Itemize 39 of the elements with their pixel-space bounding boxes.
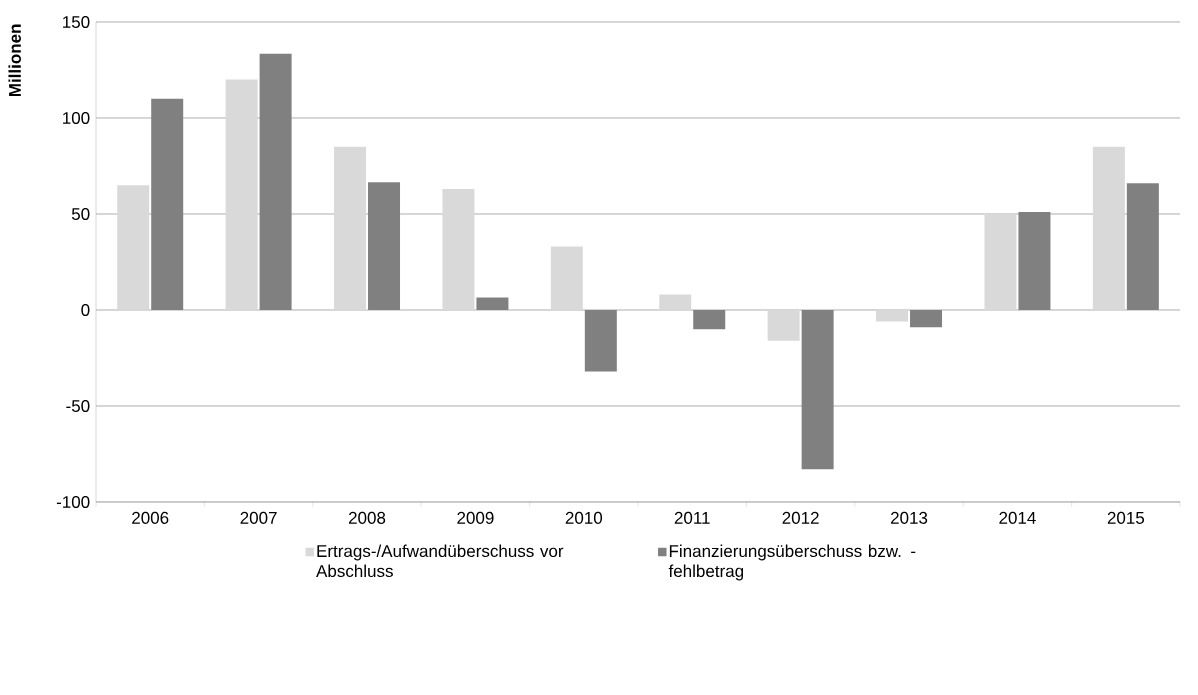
- y-axis-title: Millionen: [8, 24, 21, 97]
- y-tick-label: 50: [71, 207, 90, 221]
- x-tick-label: 2009: [457, 511, 494, 524]
- x-tick-label: 2015: [1107, 511, 1145, 524]
- y-tick-label: 100: [63, 111, 90, 125]
- bar: [550, 246, 583, 310]
- x-tick-label: 2010: [565, 511, 603, 524]
- legend-label: Finanzierungsüberschuss bzw. -fehlbetrag: [668, 544, 916, 581]
- x-tick-label: 2013: [890, 511, 928, 524]
- bar: [476, 297, 509, 310]
- bar: [442, 189, 475, 310]
- bar: [767, 309, 800, 341]
- bar: [659, 294, 692, 310]
- bar: [876, 309, 909, 322]
- bar: [1018, 212, 1051, 310]
- bar: [1092, 146, 1125, 310]
- bar: [1126, 183, 1159, 310]
- x-tick-label: 2011: [674, 511, 710, 524]
- bar: [259, 53, 292, 310]
- bar: [693, 309, 726, 330]
- bar: [225, 79, 258, 310]
- bar: [984, 213, 1017, 310]
- y-tick-label: 150: [63, 15, 90, 29]
- y-tick-label: -50: [66, 399, 90, 413]
- x-tick-label: 2007: [240, 511, 277, 524]
- bar: [368, 182, 401, 310]
- bar: [117, 185, 150, 310]
- y-tick-label: -100: [56, 495, 90, 509]
- x-tick-label: 2006: [132, 511, 169, 524]
- bar: [334, 146, 367, 310]
- bar: [910, 309, 943, 328]
- x-tick-label: 2012: [782, 511, 819, 524]
- bar: [151, 98, 184, 310]
- x-tick-label: 2014: [999, 511, 1036, 524]
- bar: [801, 309, 834, 470]
- bar: [584, 309, 617, 372]
- x-tick-label: 2008: [348, 511, 386, 524]
- legend-label: Ertrags-/Aufwandüberschuss vor Abschluss: [316, 544, 564, 578]
- y-tick-label: 0: [81, 303, 90, 317]
